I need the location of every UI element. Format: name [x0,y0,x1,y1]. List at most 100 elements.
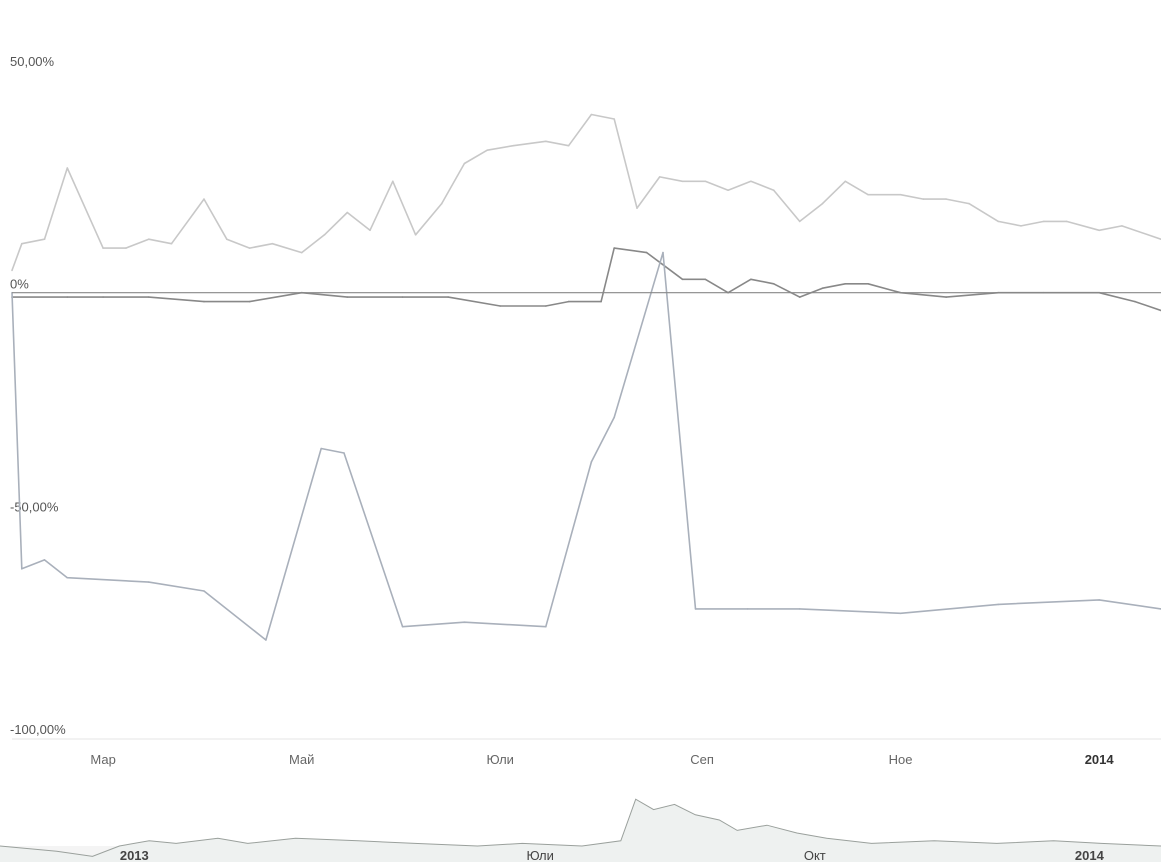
navigator[interactable]: 2013 Юли Окт 2014 [0,798,1161,863]
series-3-point [147,581,150,583]
x-tick-label: Мар [90,752,115,767]
series-2-point [772,283,775,285]
series-1-point [613,118,615,120]
series-group[interactable] [11,113,1161,641]
series-3-point [899,612,902,615]
series-3-point [613,416,615,419]
series-1-point [1020,225,1022,227]
series-3-point [545,625,547,628]
series-3-point [265,639,267,641]
series-3-point [1098,599,1100,601]
series-1-point [590,113,593,116]
navigator-label: Окт [804,848,826,862]
series-2-point [1134,300,1136,303]
series-1-point [968,202,970,205]
series-2-point [567,300,570,303]
series-2-point [844,283,847,285]
x-tick-label: Сеп [690,752,714,767]
navigator-label: Юли [527,848,554,862]
series-1-point [1098,229,1100,232]
series-3-point [997,603,1000,606]
series-3-point [662,251,664,254]
series-1-point [567,144,570,147]
series-2-point [750,278,752,281]
series-3-point [746,608,749,610]
series-1-point [11,269,13,272]
series-1-point [704,180,707,183]
navigator-label: 2013 [120,848,149,862]
series-1-point [414,234,417,236]
x-tick-label: 2014 [1085,752,1115,767]
series-2-point [346,296,349,298]
x-tick-label: Юли [487,752,514,767]
navigator-line[interactable] [0,798,1161,857]
series-1-point [512,144,515,147]
series-1-point [463,162,466,165]
series-1-point [300,251,303,254]
series-1-point [636,207,638,209]
series-1-point [1043,220,1045,223]
series-2-point [447,296,450,298]
series-line-3[interactable] [11,251,1161,641]
series-1-point [66,167,69,169]
series-3-point [343,452,345,454]
series-3-point [320,447,323,450]
series-2-point [681,278,684,281]
series-1-point [798,220,801,223]
series-1-point [922,198,925,200]
series-2-point [66,296,69,298]
series-1-point [681,180,684,183]
series-1-point [43,238,46,240]
series-3-point [43,559,46,561]
series-2-point [704,278,707,281]
series-2-point [248,300,251,303]
y-tick-label: -100,00% [10,722,66,737]
series-2-point [798,296,801,298]
x-axis-ticks: Мар Май Юли Сеп Ное 2014 [90,752,1114,767]
series-1-point [1065,220,1068,223]
series-2-point [401,296,404,298]
y-tick-label: 50,00% [10,54,55,69]
navigator-label: 2014 [1075,848,1105,862]
series-2-point [945,296,947,298]
series-2-point [147,296,150,298]
y-tick-label: 0% [10,277,29,292]
series-1-point [125,247,127,249]
series-1-point [750,180,752,183]
series-1-point [1121,225,1123,227]
series-1-point [997,220,1000,223]
series-2-point [545,305,547,307]
series-1-point [899,193,902,196]
series-2-point [203,300,205,303]
series-2-point [645,251,648,254]
series-3-point [21,568,23,570]
y-axis-ticks: 50,00% 0% -50,00% -100,00% [10,54,1161,740]
series-1-point [867,193,869,196]
series-1-point [248,247,251,249]
series-3-point [203,590,205,592]
series-2-point [821,287,824,290]
series-3-point [401,625,404,628]
series-line-2[interactable] [12,247,1161,312]
series-3-point [590,461,593,463]
series-1-point [772,189,775,191]
series-1-point [821,202,824,205]
series-1-point [486,149,489,151]
series-1-point [21,242,23,245]
navigator-area [0,799,1161,862]
series-2-point [102,296,104,298]
series-1-point [727,189,729,191]
series-1-point [170,242,173,245]
series-1-point [323,234,326,236]
series-line-1[interactable] [11,113,1161,271]
series-1-point [945,198,947,200]
series-3-point [66,576,69,579]
series-1-point [440,202,443,205]
series-1-point [226,238,228,240]
series-3-point [798,608,801,610]
series-1-point [102,247,104,249]
series-1-point [369,229,371,232]
series-1-point [392,180,394,183]
